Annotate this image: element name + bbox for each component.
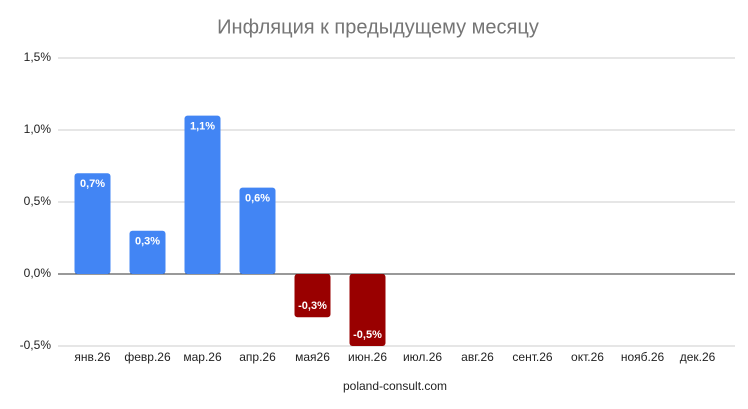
x-tick-label: нояб.26 (621, 350, 665, 364)
bar (294, 274, 331, 318)
bar (239, 187, 276, 274)
x-tick-label: апр.26 (239, 350, 276, 364)
value-label: 0,7% (80, 178, 105, 190)
x-tick-label: июн.26 (348, 350, 387, 364)
value-label: 0,3% (135, 236, 160, 248)
x-tick-label: сент.26 (512, 350, 552, 364)
x-tick-label: мая26 (295, 350, 330, 364)
y-tick-label: 1,5% (24, 50, 52, 64)
y-tick-label: 0,5% (24, 194, 52, 208)
value-label: 0,6% (245, 193, 270, 205)
chart-title: Инфляция к предыдущему месяцу (217, 16, 539, 38)
y-tick-label: -0,5% (20, 338, 52, 352)
value-label: 1,1% (190, 121, 215, 133)
x-tick-label: дек.26 (680, 350, 716, 364)
bar (184, 115, 221, 274)
bar (74, 173, 111, 274)
x-axis-label: poland-consult.com (343, 379, 447, 393)
x-tick-label: февр.26 (124, 350, 171, 364)
value-label: -0,5% (353, 329, 382, 341)
y-tick-label: 0,0% (24, 266, 52, 280)
x-tick-label: окт.26 (571, 350, 604, 364)
value-label: -0,3% (298, 300, 327, 312)
x-tick-label: июл.26 (403, 350, 442, 364)
x-tick-label: мар.26 (183, 350, 222, 364)
x-tick-label: авг.26 (461, 350, 494, 364)
bar (349, 274, 386, 346)
x-tick-label: янв.26 (74, 350, 111, 364)
bar (129, 230, 166, 274)
y-tick-label: 1,0% (24, 122, 52, 136)
